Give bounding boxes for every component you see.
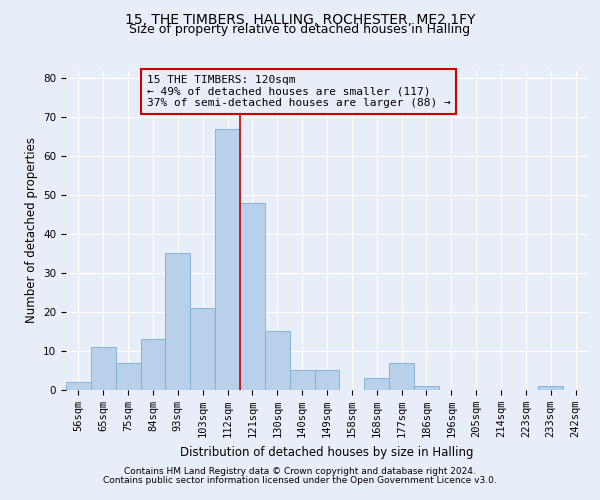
Bar <box>389 362 414 390</box>
Text: Contains HM Land Registry data © Crown copyright and database right 2024.: Contains HM Land Registry data © Crown c… <box>124 467 476 476</box>
Text: Contains public sector information licensed under the Open Government Licence v3: Contains public sector information licen… <box>103 476 497 485</box>
Bar <box>140 340 166 390</box>
Bar <box>265 332 290 390</box>
Y-axis label: Number of detached properties: Number of detached properties <box>25 137 38 323</box>
Text: Size of property relative to detached houses in Halling: Size of property relative to detached ho… <box>130 22 470 36</box>
Text: 15, THE TIMBERS, HALLING, ROCHESTER, ME2 1FY: 15, THE TIMBERS, HALLING, ROCHESTER, ME2… <box>125 12 475 26</box>
Bar <box>240 202 265 390</box>
Bar <box>66 382 91 390</box>
Text: 15 THE TIMBERS: 120sqm
← 49% of detached houses are smaller (117)
37% of semi-de: 15 THE TIMBERS: 120sqm ← 49% of detached… <box>147 75 451 108</box>
Bar <box>91 347 116 390</box>
Bar <box>166 254 190 390</box>
Bar <box>414 386 439 390</box>
Bar <box>215 128 240 390</box>
Bar <box>290 370 314 390</box>
X-axis label: Distribution of detached houses by size in Halling: Distribution of detached houses by size … <box>180 446 474 458</box>
Bar <box>538 386 563 390</box>
Bar <box>364 378 389 390</box>
Bar <box>116 362 140 390</box>
Bar <box>190 308 215 390</box>
Bar <box>314 370 340 390</box>
